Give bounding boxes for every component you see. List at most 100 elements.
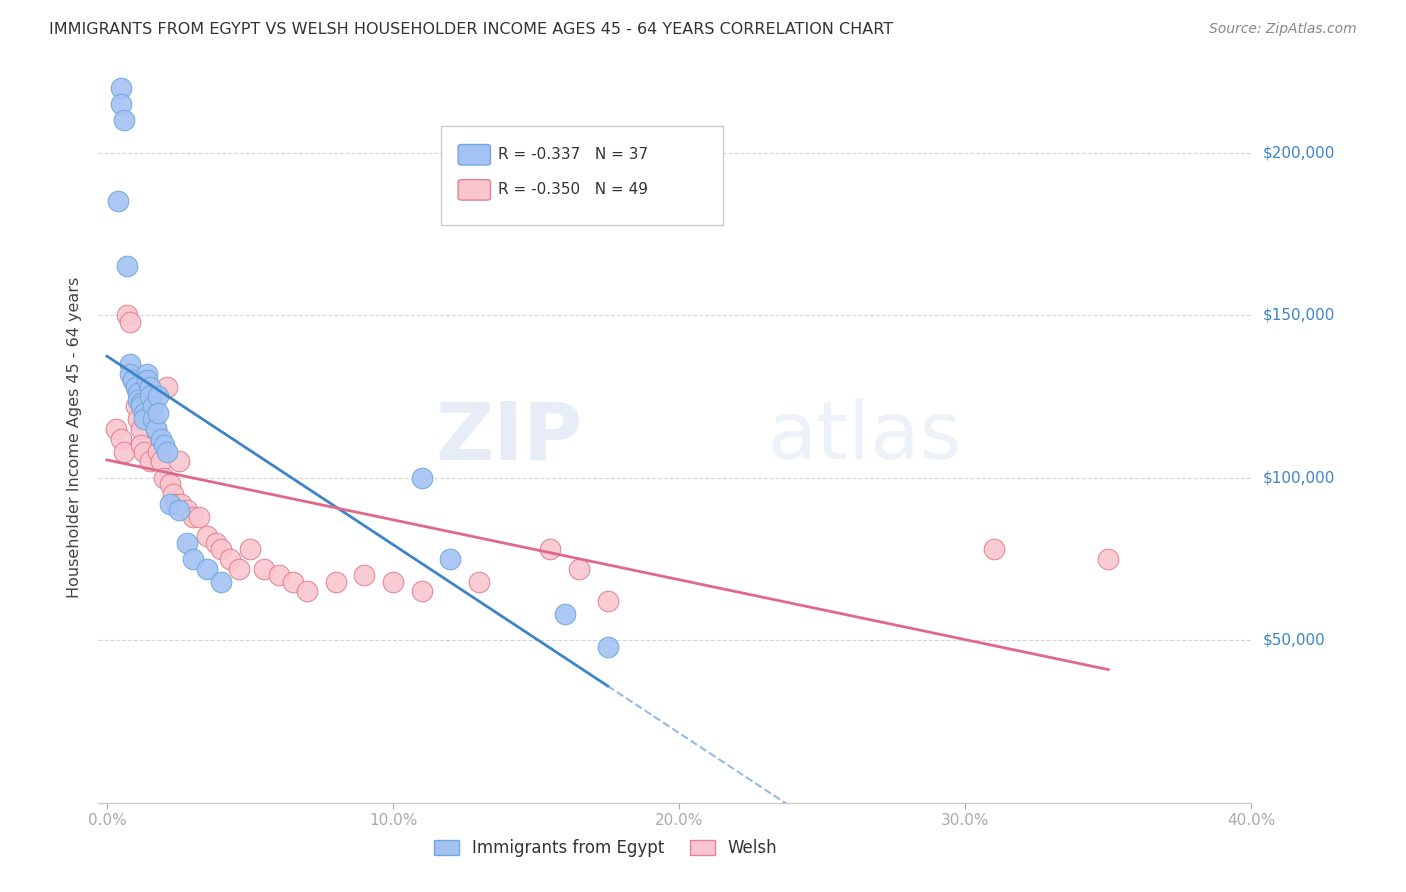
Point: [121, 373, 143, 387]
Point: [150, 432, 173, 446]
Point: [165, 497, 187, 511]
Text: $100,000: $100,000: [1263, 470, 1334, 485]
Point: [170, 497, 193, 511]
Text: $150,000: $150,000: [1263, 308, 1334, 323]
Text: R = -0.350   N = 49: R = -0.350 N = 49: [499, 182, 648, 197]
Point: [267, 568, 290, 582]
Point: [297, 584, 319, 599]
Point: [538, 542, 561, 557]
Point: [115, 308, 138, 322]
Point: [596, 640, 619, 654]
Point: [127, 386, 149, 401]
Point: [124, 399, 146, 413]
Point: [162, 487, 184, 501]
Point: [411, 471, 433, 485]
Text: R = -0.337   N = 37: R = -0.337 N = 37: [499, 147, 648, 162]
Point: [176, 503, 198, 517]
Point: [139, 454, 162, 468]
Point: [181, 552, 204, 566]
Point: [131, 399, 153, 413]
Point: [353, 568, 375, 582]
Point: [127, 392, 149, 407]
Point: [325, 574, 347, 589]
Point: [127, 412, 149, 426]
Legend: Immigrants from Egypt, Welsh: Immigrants from Egypt, Welsh: [427, 832, 785, 864]
Point: [115, 260, 138, 274]
Text: $50,000: $50,000: [1263, 632, 1326, 648]
Point: [112, 113, 135, 128]
Point: [134, 406, 156, 420]
Point: [167, 503, 190, 517]
Point: [382, 574, 405, 589]
Point: [159, 497, 181, 511]
Point: [118, 367, 141, 381]
Text: ZIP: ZIP: [436, 398, 582, 476]
Point: [195, 529, 218, 543]
Point: [150, 454, 173, 468]
Point: [153, 471, 176, 485]
Point: [195, 562, 218, 576]
Point: [142, 399, 165, 413]
Point: [468, 574, 491, 589]
Point: [145, 422, 167, 436]
FancyBboxPatch shape: [458, 179, 491, 200]
Point: [112, 444, 135, 458]
Point: [136, 367, 159, 381]
Point: [153, 438, 176, 452]
Point: [145, 422, 167, 436]
Point: [596, 594, 619, 608]
Point: [139, 380, 162, 394]
Point: [209, 542, 232, 557]
Point: [118, 357, 141, 371]
Point: [176, 535, 198, 549]
FancyBboxPatch shape: [441, 126, 723, 225]
Point: [124, 380, 146, 394]
Point: [131, 396, 153, 410]
Point: [281, 574, 304, 589]
Point: [554, 607, 576, 622]
Point: [110, 432, 132, 446]
Point: [118, 315, 141, 329]
Point: [1097, 552, 1119, 566]
Point: [148, 389, 170, 403]
Point: [142, 406, 165, 420]
Point: [139, 406, 162, 420]
Point: [253, 562, 276, 576]
Point: [239, 542, 262, 557]
Point: [187, 509, 209, 524]
Point: [568, 562, 591, 576]
Point: [134, 412, 156, 426]
Point: [136, 389, 159, 403]
Text: $200,000: $200,000: [1263, 145, 1334, 161]
Point: [148, 406, 170, 420]
Point: [107, 194, 129, 209]
Point: [228, 562, 250, 576]
Point: [134, 444, 156, 458]
Point: [439, 552, 461, 566]
Point: [148, 444, 170, 458]
Point: [156, 444, 179, 458]
Point: [156, 380, 179, 394]
Point: [167, 454, 190, 468]
Point: [110, 80, 132, 95]
Point: [219, 552, 242, 566]
Point: [142, 412, 165, 426]
Point: [110, 96, 132, 111]
Point: [131, 422, 153, 436]
Point: [104, 422, 127, 436]
Point: [159, 477, 181, 491]
Text: Source: ZipAtlas.com: Source: ZipAtlas.com: [1209, 22, 1357, 37]
Point: [209, 574, 232, 589]
Point: [136, 373, 159, 387]
Text: IMMIGRANTS FROM EGYPT VS WELSH HOUSEHOLDER INCOME AGES 45 - 64 YEARS CORRELATION: IMMIGRANTS FROM EGYPT VS WELSH HOUSEHOLD…: [49, 22, 893, 37]
Point: [983, 542, 1005, 557]
Point: [124, 380, 146, 394]
Point: [139, 389, 162, 403]
Point: [204, 535, 226, 549]
Point: [411, 584, 433, 599]
Point: [131, 438, 153, 452]
Text: atlas: atlas: [768, 398, 962, 476]
Point: [121, 373, 143, 387]
Y-axis label: Householder Income Ages 45 - 64 years: Householder Income Ages 45 - 64 years: [67, 277, 83, 598]
FancyBboxPatch shape: [458, 145, 491, 165]
